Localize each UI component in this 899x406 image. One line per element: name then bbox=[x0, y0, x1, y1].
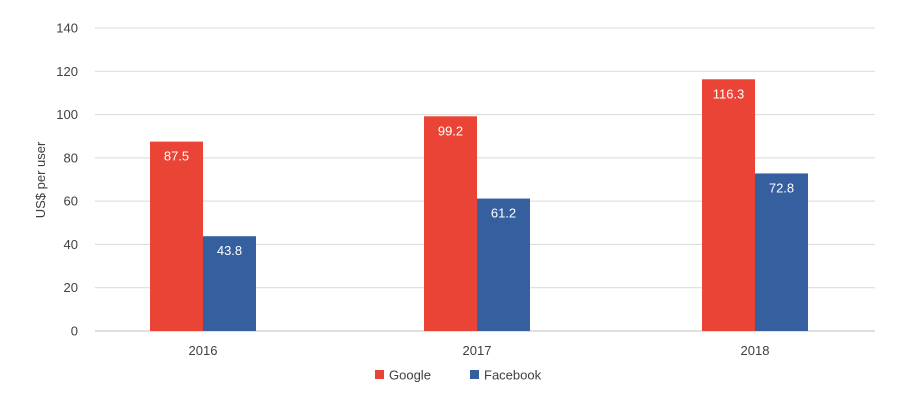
x-tick-label: 2016 bbox=[189, 343, 218, 358]
data-label-google-2016: 87.5 bbox=[164, 149, 189, 164]
y-tick-label: 100 bbox=[56, 107, 78, 122]
x-tick-label: 2018 bbox=[741, 343, 770, 358]
data-label-facebook-2016: 43.8 bbox=[217, 243, 242, 258]
data-label-facebook-2018: 72.8 bbox=[769, 180, 794, 195]
bar-facebook-2016 bbox=[203, 236, 256, 331]
legend: Google Facebook bbox=[375, 368, 542, 383]
y-tick-label: 80 bbox=[64, 150, 78, 165]
data-label-google-2017: 99.2 bbox=[438, 123, 463, 138]
y-axis-title: US$ per user bbox=[33, 141, 48, 218]
legend-swatch-google bbox=[375, 370, 384, 379]
data-label-google-2018: 116.3 bbox=[713, 86, 745, 101]
y-tick-label: 20 bbox=[64, 280, 78, 295]
legend-swatch-facebook bbox=[470, 370, 479, 379]
y-tick-label: 120 bbox=[56, 64, 78, 79]
bar-facebook-2017 bbox=[477, 198, 530, 331]
bars: 87.5 43.8 99.2 61.2 116.3 72.8 bbox=[150, 79, 808, 331]
bar-facebook-2018 bbox=[755, 173, 808, 331]
x-axis-ticks: 2016 2017 2018 bbox=[189, 343, 770, 358]
legend-label-google: Google bbox=[389, 368, 431, 383]
y-tick-label: 140 bbox=[56, 21, 78, 36]
bar-google-2018 bbox=[702, 79, 755, 331]
data-label-facebook-2017: 61.2 bbox=[491, 206, 516, 221]
legend-label-facebook: Facebook bbox=[484, 368, 542, 383]
y-tick-label: 60 bbox=[64, 194, 78, 209]
bar-google-2016 bbox=[150, 141, 203, 331]
y-axis-ticks: 0 20 40 60 80 100 120 140 bbox=[56, 21, 78, 339]
y-tick-label: 0 bbox=[71, 324, 78, 339]
x-tick-label: 2017 bbox=[463, 343, 492, 358]
bar-google-2017 bbox=[424, 116, 477, 331]
y-tick-label: 40 bbox=[64, 237, 78, 252]
